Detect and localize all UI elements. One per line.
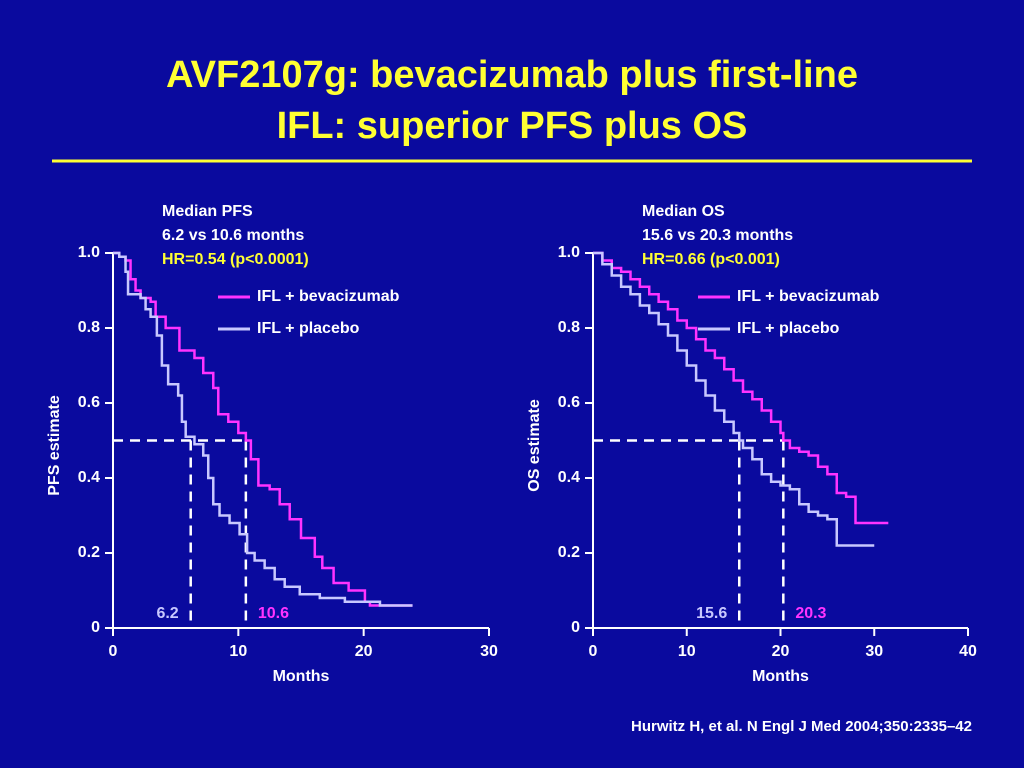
y-tick-label: 0.4 xyxy=(78,469,100,486)
survival-curve xyxy=(593,251,889,525)
y-tick-label: 0.6 xyxy=(78,394,100,411)
y-tick-label: 1.0 xyxy=(558,244,580,261)
x-tick-label: 20 xyxy=(772,643,790,660)
median-label: 15.6 xyxy=(696,605,727,622)
y-tick-label: 1.0 xyxy=(78,244,100,261)
annotation: Median OS xyxy=(642,203,725,220)
annotation: HR=0.54 (p<0.0001) xyxy=(162,251,309,268)
x-tick-label: 10 xyxy=(678,643,696,660)
title-line: AVF2107g: bevacizumab plus first-line xyxy=(166,54,858,96)
median-label: 6.2 xyxy=(156,605,178,622)
y-tick-label: 0.2 xyxy=(78,544,100,561)
x-tick-label: 30 xyxy=(865,643,883,660)
x-tick-label: 10 xyxy=(229,643,247,660)
annotation: Median PFS xyxy=(162,203,253,220)
title-line: IFL: superior PFS plus OS xyxy=(277,105,748,147)
x-tick-label: 0 xyxy=(109,643,118,660)
y-tick-label: 0.8 xyxy=(558,319,580,336)
x-axis-label: Months xyxy=(752,668,809,685)
annotation: 6.2 vs 10.6 months xyxy=(162,227,304,244)
y-tick-label: 0.8 xyxy=(78,319,100,336)
y-tick-label: 0.2 xyxy=(558,544,580,561)
source: Hurwitz H, et al. N Engl J Med 2004;350:… xyxy=(631,718,972,735)
y-tick-label: 0.6 xyxy=(558,394,580,411)
annotation: 15.6 vs 20.3 months xyxy=(642,227,793,244)
legend-label: IFL + placebo xyxy=(737,320,840,337)
legend-label: IFL + bevacizumab xyxy=(257,288,400,305)
median-label: 10.6 xyxy=(258,605,289,622)
survival-curve xyxy=(593,251,875,547)
x-tick-label: 30 xyxy=(480,643,498,660)
y-tick-label: 0 xyxy=(571,619,580,636)
y-tick-label: 0 xyxy=(91,619,100,636)
y-axis-label: PFS estimate xyxy=(46,395,63,496)
x-tick-label: 0 xyxy=(589,643,598,660)
legend-label: IFL + bevacizumab xyxy=(737,288,880,305)
y-tick-label: 0.4 xyxy=(558,469,580,486)
annotation: HR=0.66 (p<0.001) xyxy=(642,251,780,268)
x-axis-label: Months xyxy=(273,668,330,685)
x-tick-label: 40 xyxy=(959,643,977,660)
x-tick-label: 20 xyxy=(355,643,373,660)
median-label: 20.3 xyxy=(795,605,826,622)
y-axis-label: OS estimate xyxy=(526,399,543,492)
survival-curve xyxy=(113,251,413,607)
legend-label: IFL + placebo xyxy=(257,320,360,337)
survival-curve xyxy=(113,251,413,607)
